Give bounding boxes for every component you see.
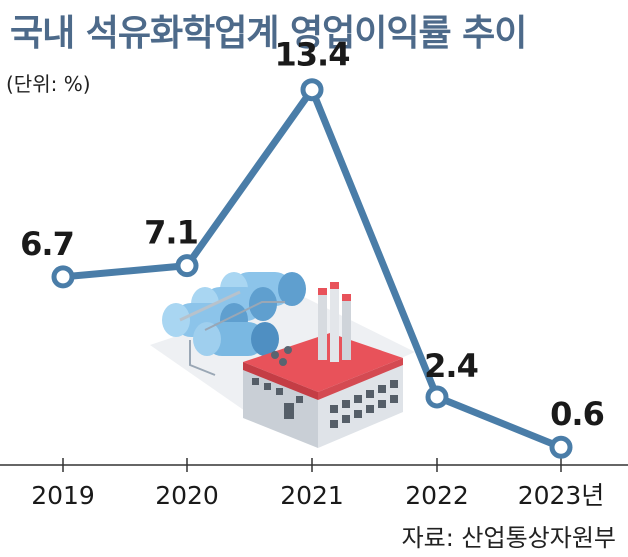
x-tick-label-3: 2022 [405,481,469,510]
storage-tanks-icon [162,272,306,376]
data-point-3 [425,385,449,409]
factory-icon [243,282,403,448]
data-label-4: 0.6 [550,395,604,433]
petrochemical-plant-illustration [150,272,415,448]
chart-title: 국내 석유화학업계 영업이익률 추이 [10,13,527,54]
data-labels: 6.7 7.1 13.4 2.4 0.6 [20,36,605,434]
x-tick-label-4: 2023년 [518,481,605,510]
source-note: 자료: 산업통상자원부 [401,524,616,552]
x-tick-label-0: 2019 [31,481,95,510]
data-point-0 [51,265,75,289]
x-axis-ticks [62,458,562,472]
data-label-2: 13.4 [275,36,350,74]
data-label-3: 2.4 [424,347,478,385]
data-label-1: 7.1 [144,214,198,252]
unit-label: (단위: %) [6,72,91,96]
data-point-1 [175,254,199,278]
data-point-2 [300,78,324,102]
x-tick-label-2: 2021 [280,481,344,510]
x-tick-label-1: 2020 [155,481,219,510]
data-point-4 [549,435,573,459]
x-axis-labels: 2019 2020 2021 2022 2023년 [31,481,604,510]
data-points [51,78,573,459]
data-label-0: 6.7 [20,225,74,263]
